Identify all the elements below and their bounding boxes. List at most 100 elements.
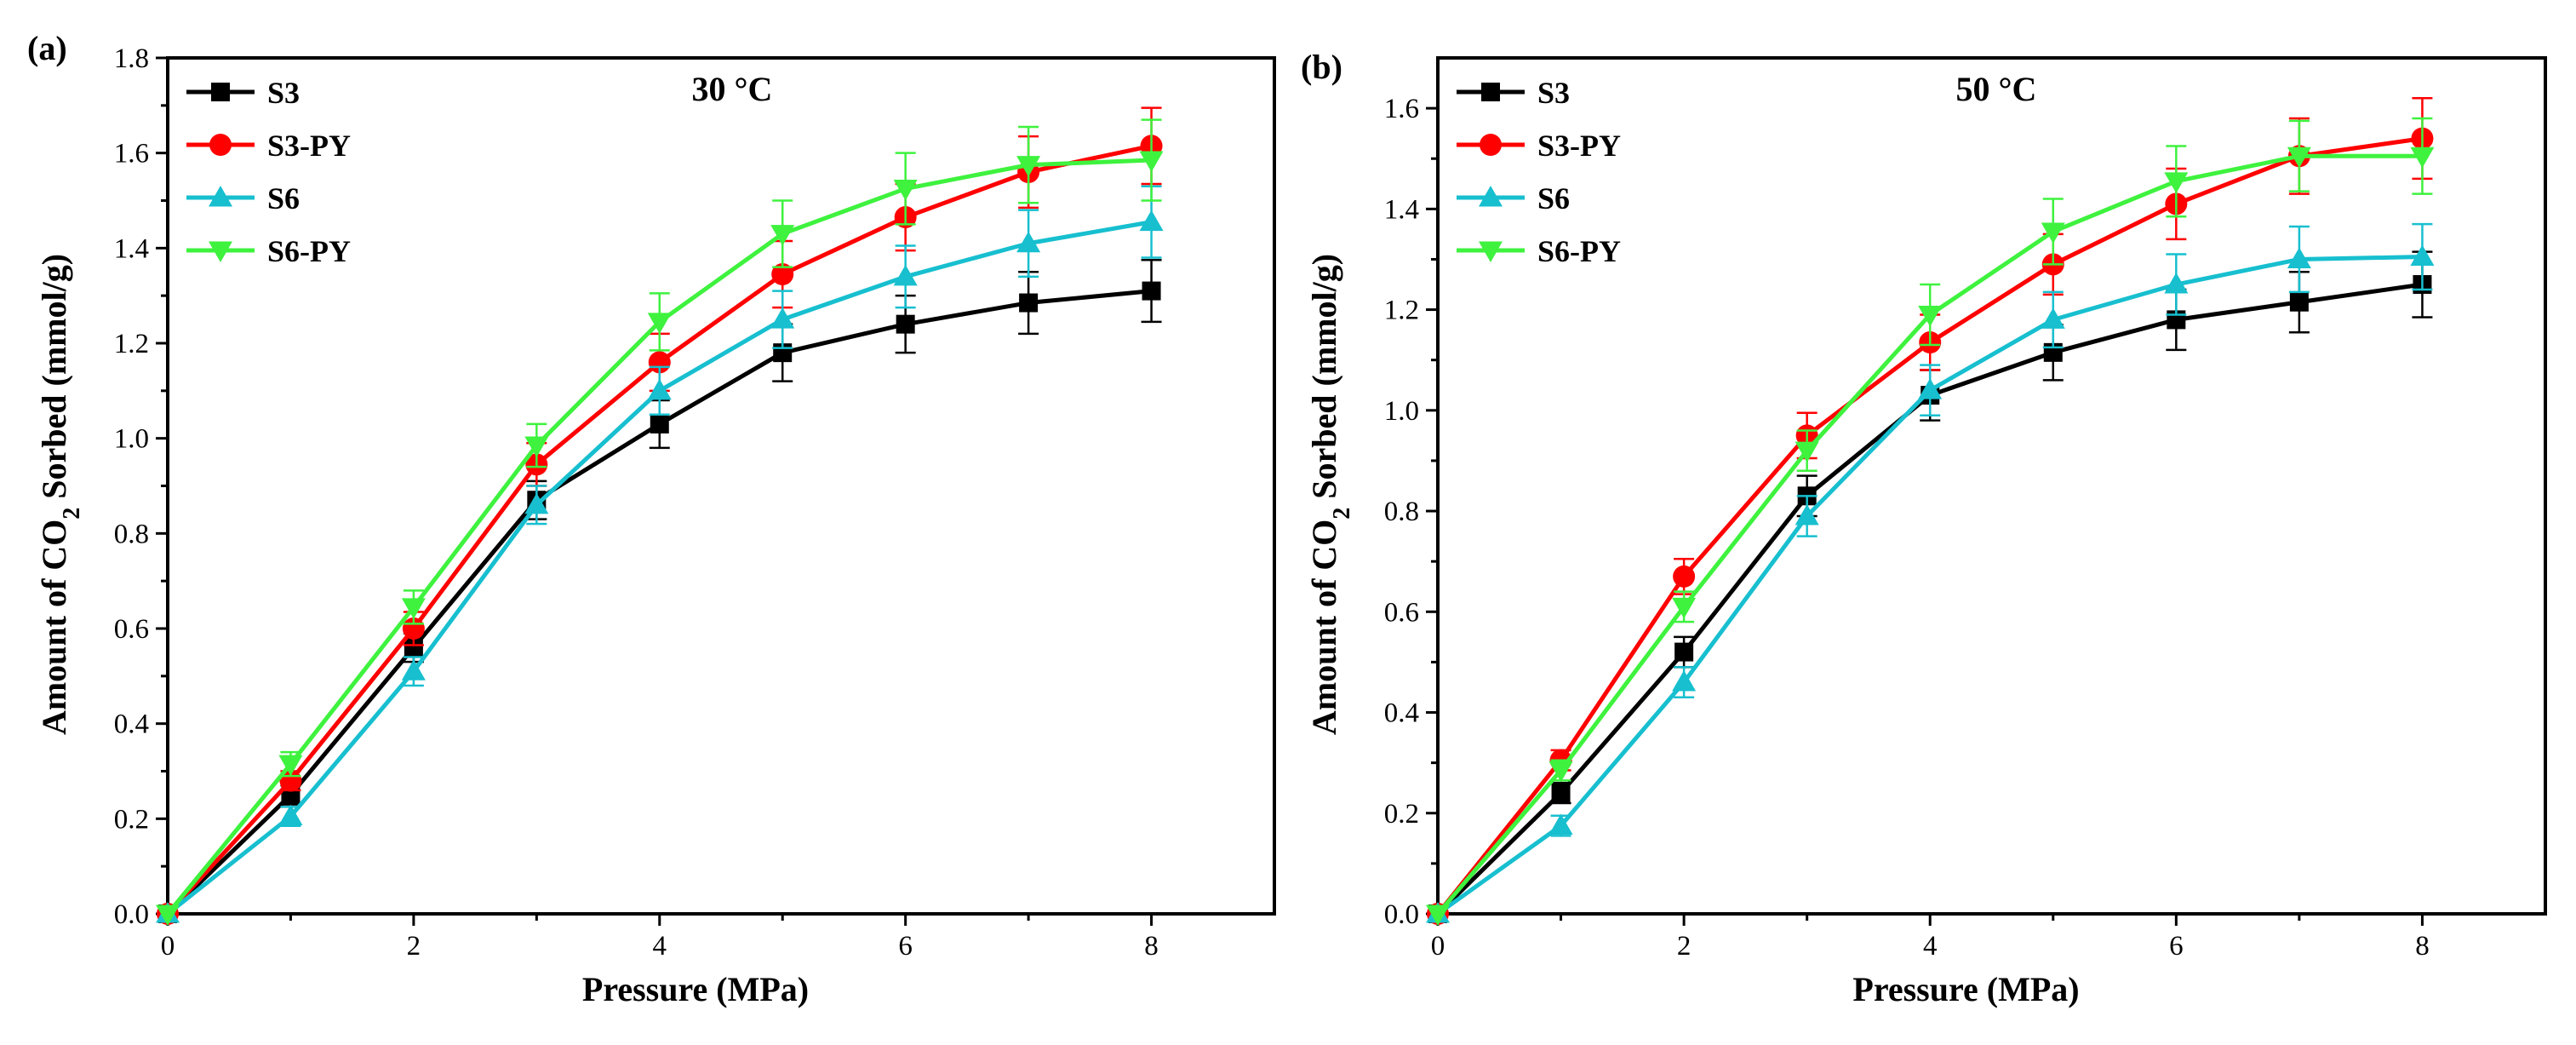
x-axis-title: Pressure (MPa) bbox=[582, 970, 809, 1008]
data-point bbox=[1674, 642, 1694, 662]
y-axis-title-subscript: 2 bbox=[59, 508, 85, 520]
data-point bbox=[1016, 231, 1041, 253]
data-point bbox=[893, 264, 918, 286]
data-point bbox=[156, 904, 180, 926]
data-point bbox=[1426, 904, 1450, 926]
y-tick-label: 0.6 bbox=[114, 614, 149, 645]
data-point bbox=[1672, 670, 1697, 692]
panel-label: (a) bbox=[27, 29, 67, 67]
y-tick-label: 1.8 bbox=[114, 43, 149, 74]
y-axis-title: Amount of CO2 Sorbed (mmol/g) bbox=[35, 254, 85, 735]
legend-label: S6-PY bbox=[1537, 234, 1621, 268]
y-tick-label: 1.6 bbox=[1384, 94, 1419, 124]
data-point bbox=[896, 314, 915, 334]
y-tick-label: 1.2 bbox=[114, 329, 149, 359]
temperature-annotation: 50 °C bbox=[1956, 70, 2037, 108]
data-point bbox=[1918, 306, 1943, 327]
data-point bbox=[2041, 307, 2065, 329]
data-point bbox=[1551, 784, 1571, 803]
data-point bbox=[2164, 172, 2189, 193]
data-point bbox=[650, 414, 669, 434]
data-point bbox=[2287, 247, 2311, 268]
y-axis-title-part: Sorbed (mmol/g) bbox=[35, 254, 73, 508]
y-tick-label: 1.0 bbox=[114, 424, 149, 455]
panel-b: 0 2 4 6 8 0.0 0.2 0.4 0.6 0.8 1.0 1.2 1.4 1.6 Pressure… bbox=[1301, 48, 2547, 1008]
legend-marker bbox=[1481, 83, 1500, 101]
y-tick-label: 1.2 bbox=[1384, 296, 1419, 326]
x-tick-label: 0 bbox=[1431, 931, 1445, 962]
data-point bbox=[524, 492, 549, 514]
data-point bbox=[401, 659, 426, 680]
legend-label: S6-PY bbox=[267, 234, 351, 268]
data-point bbox=[1673, 565, 1696, 588]
data-point bbox=[1672, 597, 1697, 619]
y-tick-label: 0.8 bbox=[1384, 497, 1419, 527]
series-s6-py bbox=[1426, 117, 2435, 926]
y-tick-label: 0.4 bbox=[114, 709, 149, 740]
x-tick-label: 6 bbox=[2169, 931, 2184, 962]
legend-label: S3-PY bbox=[267, 129, 351, 163]
data-point bbox=[1142, 281, 1161, 301]
data-point bbox=[278, 804, 303, 826]
plot-frame bbox=[1436, 56, 2547, 916]
y-tick-label: 0.6 bbox=[1384, 597, 1419, 628]
data-point bbox=[2410, 146, 2435, 169]
legend-marker bbox=[1479, 241, 1503, 262]
y-axis-title-part: Sorbed (mmol/g) bbox=[1305, 254, 1343, 508]
data-point bbox=[2164, 273, 2189, 294]
y-tick-label: 1.4 bbox=[114, 233, 149, 264]
data-point bbox=[1016, 156, 1041, 177]
data-point bbox=[2289, 292, 2309, 312]
y-tick-label: 0.0 bbox=[114, 899, 149, 930]
data-point bbox=[1918, 378, 1943, 399]
x-tick-label: 4 bbox=[653, 931, 667, 962]
data-point bbox=[2410, 244, 2435, 267]
y-tick-label: 1.4 bbox=[1384, 194, 1419, 225]
panel-label: (b) bbox=[1301, 48, 1342, 86]
data-point bbox=[1548, 761, 1573, 783]
legend-label: S6 bbox=[1537, 181, 1570, 215]
legend-marker bbox=[1480, 134, 1502, 156]
data-point bbox=[2041, 222, 2065, 244]
y-tick-label: 1.6 bbox=[114, 139, 149, 169]
data-point bbox=[1139, 151, 1164, 173]
data-point bbox=[1795, 503, 1819, 525]
data-point bbox=[278, 755, 303, 777]
legend: S3 S3-PY S6 S6-PY bbox=[1457, 76, 1621, 268]
legend-marker bbox=[209, 134, 232, 156]
x-tick-label: 6 bbox=[898, 931, 913, 962]
x-tick-label: 4 bbox=[1923, 931, 1938, 962]
legend-label: S3-PY bbox=[1537, 129, 1621, 163]
legend: S3 S3-PY S6 S6-PY bbox=[186, 76, 351, 268]
x-axis-title: Pressure (MPa) bbox=[1852, 970, 2079, 1008]
data-point bbox=[1139, 210, 1164, 232]
legend-marker bbox=[209, 241, 232, 262]
legend-label: S3 bbox=[267, 76, 300, 110]
x-tick-label: 8 bbox=[2415, 931, 2430, 962]
data-point bbox=[1548, 813, 1573, 835]
data-point bbox=[647, 378, 672, 400]
series-s6-py bbox=[156, 118, 1164, 926]
x-tick-label: 2 bbox=[1677, 931, 1692, 962]
data-point bbox=[771, 263, 794, 286]
data-point bbox=[404, 638, 423, 657]
data-point bbox=[770, 307, 795, 329]
data-point bbox=[1795, 441, 1819, 463]
y-tick-label: 0.2 bbox=[114, 804, 149, 835]
legend-marker bbox=[1479, 186, 1503, 207]
panel-a: 0 2 4 6 8 0.0 0.2 0.4 0.6 0.8 1.0 1.2 1.4 1.6 1.8 Press… bbox=[27, 29, 1276, 1008]
x-tick-label: 0 bbox=[161, 931, 175, 962]
data-point bbox=[2287, 146, 2311, 169]
temperature-annotation: 30 °C bbox=[692, 70, 773, 108]
series-s6 bbox=[1426, 222, 2435, 923]
y-axis-title-subscript: 2 bbox=[1329, 508, 1355, 520]
y-tick-label: 0.8 bbox=[114, 519, 149, 549]
x-tick-label: 8 bbox=[1144, 931, 1159, 962]
legend-label: S3 bbox=[1537, 76, 1570, 110]
y-axis-title: Amount of CO2 Sorbed (mmol/g) bbox=[1305, 254, 1355, 735]
data-point bbox=[647, 313, 672, 334]
y-axis-title-part: Amount of CO bbox=[35, 520, 73, 735]
data-point bbox=[893, 180, 918, 201]
series-s6 bbox=[156, 185, 1164, 923]
